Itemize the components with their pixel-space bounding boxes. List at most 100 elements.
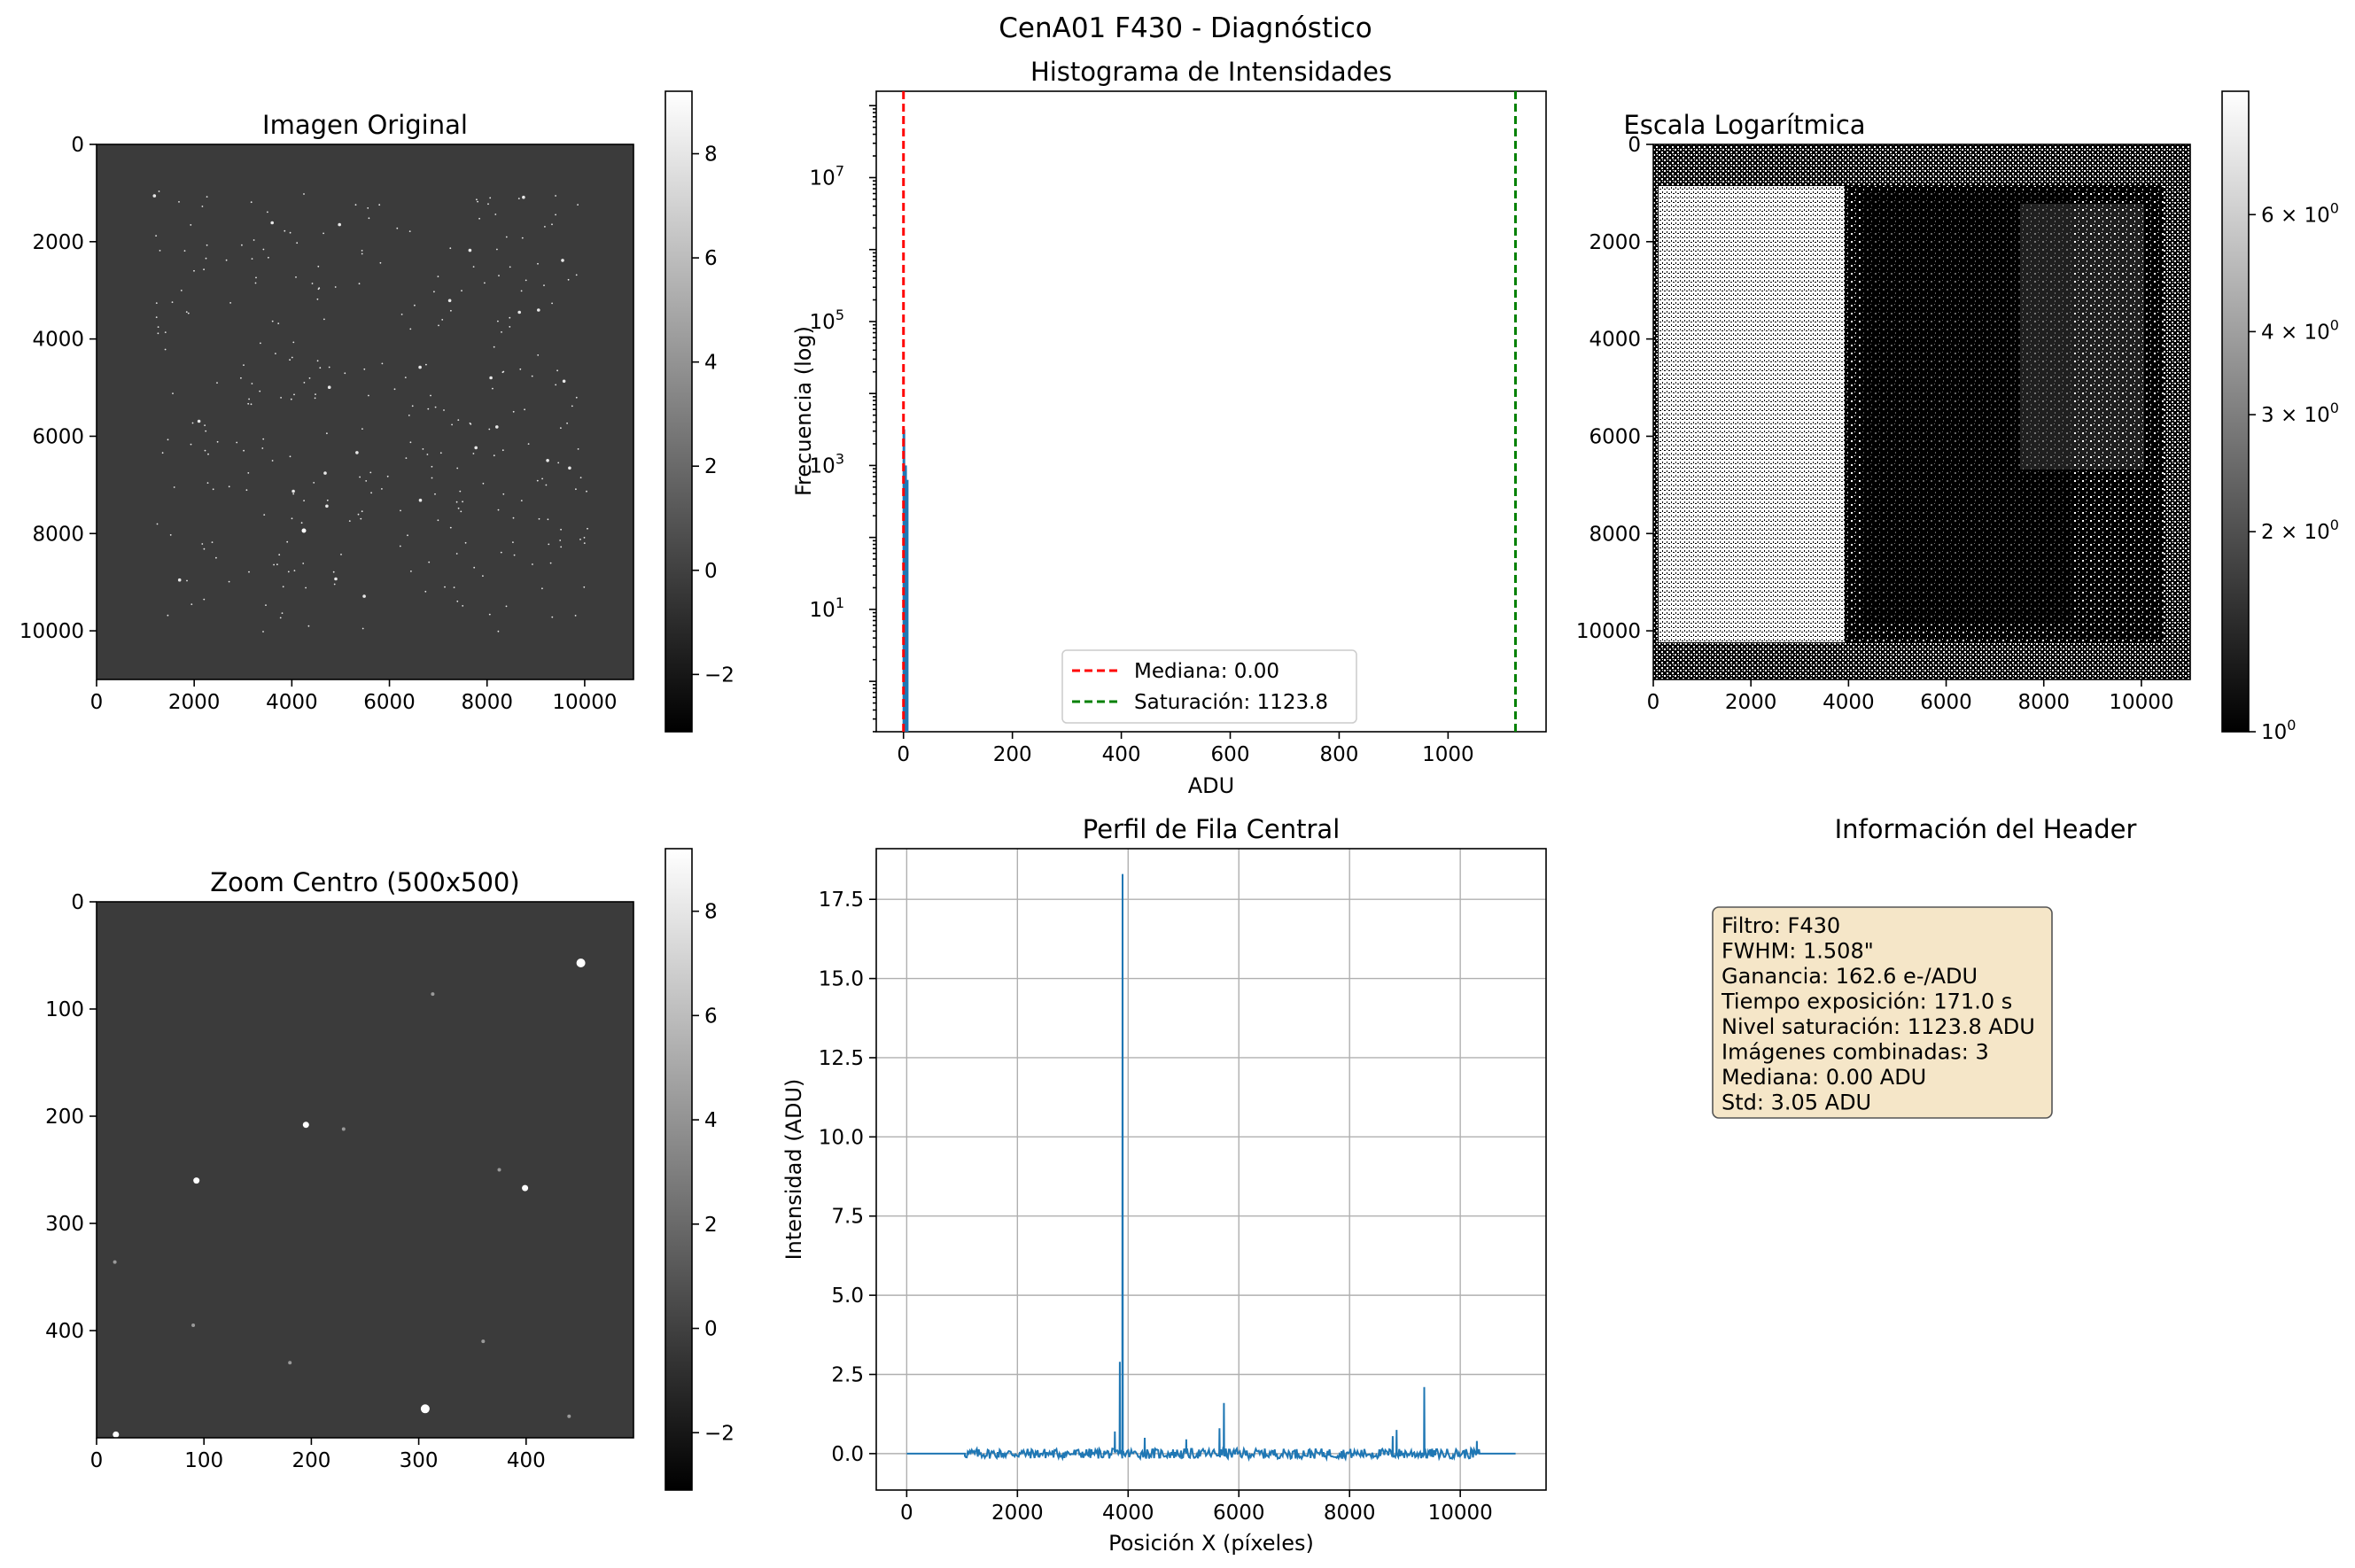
star-point	[579, 477, 582, 478]
row-profile-frame	[875, 848, 1547, 1491]
y-tick-label-exp: 5	[836, 307, 844, 323]
star-point	[289, 359, 291, 361]
log-colorbar-tick-label-base: 2 × 10	[2261, 521, 2330, 544]
star-point	[559, 539, 562, 541]
star-point	[500, 551, 502, 554]
star-point	[317, 265, 320, 268]
star-point	[243, 364, 245, 366]
star-point	[254, 282, 257, 284]
star-point	[325, 504, 329, 508]
star-point	[501, 449, 504, 452]
x-tick-label: 10000	[1428, 1502, 1493, 1525]
star-point	[207, 453, 209, 455]
star-point	[228, 580, 230, 583]
star-point	[292, 341, 295, 344]
y-tick-label: 100	[45, 998, 84, 1021]
original-image	[97, 144, 633, 679]
log-image-right-haze	[2020, 204, 2144, 470]
star-point	[361, 428, 363, 430]
star-point	[455, 501, 458, 503]
star-point	[536, 479, 539, 482]
star-point	[470, 423, 472, 425]
colorbar-tick-label: 4	[704, 1109, 718, 1132]
star-point	[155, 302, 158, 304]
star-point	[555, 195, 556, 197]
star-point	[424, 590, 427, 593]
y-tick-label: 2000	[32, 231, 84, 254]
star-point	[579, 539, 581, 540]
star-point	[450, 309, 452, 312]
star-point	[379, 261, 382, 264]
star-point	[497, 630, 500, 633]
star-point	[205, 430, 207, 432]
zoom-star	[522, 1184, 529, 1192]
star-point	[319, 367, 322, 369]
star-point	[488, 613, 491, 616]
star-point	[368, 394, 369, 397]
histogram-bar	[904, 465, 907, 732]
info-line: Tiempo exposición: 171.0 s	[1721, 990, 2012, 1014]
info-line: Mediana: 0.00 ADU	[1722, 1065, 1926, 1090]
x-tick-label: 0	[900, 1502, 913, 1525]
zoom-star	[481, 1339, 486, 1344]
star-point	[216, 440, 219, 443]
star-point	[211, 541, 214, 543]
star-point	[311, 283, 314, 284]
zoom-star	[497, 1168, 501, 1172]
star-point	[291, 517, 293, 520]
star-point	[451, 423, 453, 426]
star-point	[271, 460, 274, 462]
star-point	[498, 275, 500, 276]
star-point	[167, 614, 169, 617]
x-tick-label: 4000	[1823, 691, 1875, 714]
star-point	[444, 586, 446, 588]
colorbar-tick-label: −2	[704, 1422, 734, 1445]
star-point	[460, 510, 462, 513]
star-point	[468, 248, 472, 252]
star-point	[164, 331, 167, 333]
star-point	[317, 288, 320, 291]
histogram-xlabel: ADU	[1188, 773, 1234, 798]
x-tick-label: 2000	[1725, 691, 1777, 714]
star-point	[381, 488, 383, 490]
star-point	[496, 248, 498, 251]
star-point	[574, 615, 577, 617]
histogram-vlines	[902, 91, 1517, 732]
star-point	[489, 197, 492, 199]
star-point	[302, 563, 305, 564]
star-point	[247, 472, 250, 474]
star-point	[543, 284, 545, 286]
star-point	[365, 480, 368, 482]
star-point	[276, 563, 278, 566]
y-tick-label: 105	[810, 307, 844, 334]
y-tick-label-exp: 7	[836, 162, 844, 179]
star-point	[493, 454, 495, 457]
y-tick-label-exp: 3	[836, 450, 844, 467]
star-point	[409, 328, 412, 330]
original-colorbar	[665, 90, 693, 733]
star-point	[333, 583, 336, 586]
y-tick-label: 0	[1628, 134, 1641, 157]
star-point	[505, 236, 508, 238]
star-point	[361, 250, 363, 252]
star-point	[203, 547, 206, 550]
legend-saturation-label: Saturación: 1123.8	[1134, 691, 1328, 714]
star-point	[275, 353, 276, 354]
star-point	[568, 466, 571, 470]
star-point	[396, 227, 399, 229]
star-point	[560, 528, 562, 531]
star-point	[307, 625, 310, 627]
star-point	[493, 345, 495, 348]
y-tick-label: 7.5	[831, 1206, 864, 1229]
x-tick-label: 2000	[168, 691, 221, 714]
star-point	[541, 477, 543, 480]
star-point	[178, 201, 180, 203]
panel-header-info: Información del Header Filtro: F430FWHM:…	[1712, 814, 2136, 1119]
y-tick-label: 2000	[1589, 231, 1641, 254]
y-tick-label: 6000	[1589, 425, 1641, 448]
star-point	[426, 454, 429, 455]
row-profile-line	[906, 873, 1516, 1463]
log-colorbar-tick-label-base: 10	[2261, 721, 2287, 744]
zoom-star	[302, 1122, 309, 1129]
star-point	[457, 507, 460, 509]
